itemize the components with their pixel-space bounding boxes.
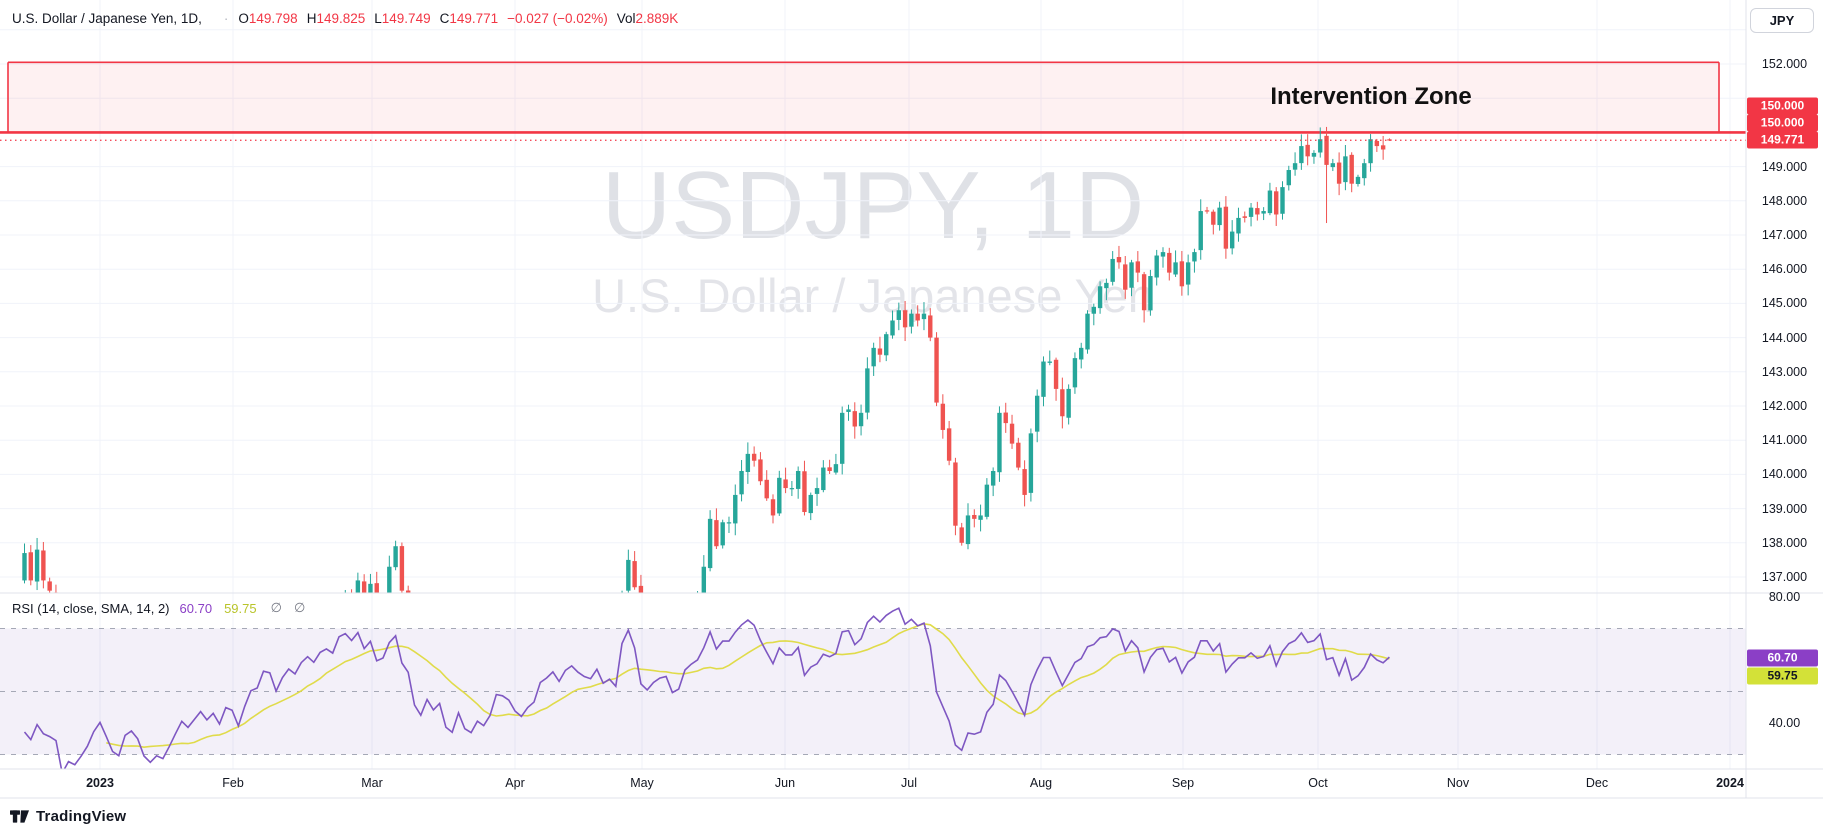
- price-change: −0.027 (−0.02%): [507, 11, 608, 26]
- time-axis-label: Nov: [1446, 776, 1470, 790]
- price-tick: 138.000: [1761, 535, 1808, 550]
- rsi-value-badge: 60.70: [1747, 649, 1818, 667]
- price-tick: 143.000: [1761, 364, 1808, 379]
- last-price-badge: 149.771: [1747, 131, 1818, 149]
- time-axis-label: 2024: [1716, 776, 1744, 790]
- gridlines: [0, 0, 1746, 769]
- price-tick: 144.000: [1761, 330, 1808, 345]
- price-tick: 149.000: [1761, 159, 1808, 174]
- price-tick: 147.000: [1761, 228, 1808, 242]
- rsi-value: 60.70: [179, 600, 213, 616]
- footer: TradingView: [10, 808, 126, 825]
- ohlc-open: O149.798: [238, 11, 298, 26]
- price-badge-150: 150.000: [1747, 97, 1818, 115]
- rsi-line: [23, 607, 1390, 769]
- time-axis-label: Feb: [222, 776, 244, 790]
- price-tick: 141.000: [1761, 433, 1808, 448]
- intervention-zone[interactable]: [7, 61, 1720, 133]
- time-axis-label: Sep: [1171, 776, 1195, 790]
- tradingview-brand-text[interactable]: TradingView: [36, 808, 127, 825]
- ohlc-close: C149.771: [439, 11, 499, 26]
- intervention-zone-label[interactable]: Intervention Zone: [1270, 83, 1472, 110]
- time-axis-label: Jun: [774, 776, 796, 790]
- candlestick-series: [22, 126, 1392, 593]
- tradingview-logo-icon[interactable]: [10, 810, 29, 823]
- rsi-indicator-legend: RSI (14, close, SMA, 14, 2) 60.70 59.75 …: [12, 600, 317, 616]
- time-axis-label: Apr: [505, 776, 525, 790]
- price-tick: 152.000: [1761, 57, 1808, 71]
- price-tick: 145.000: [1761, 296, 1808, 311]
- time-axis-label: Jul: [901, 776, 917, 790]
- time-axis-label: Oct: [1308, 776, 1328, 790]
- rsi-plot: [23, 607, 1390, 769]
- price-badge-150: 150.000: [1747, 114, 1818, 132]
- ohlc-high: H149.825: [306, 11, 366, 26]
- volume: Vol2.889K: [616, 11, 679, 26]
- time-axis-label: Mar: [361, 776, 383, 790]
- rsi-tick: 40.00: [1768, 716, 1801, 730]
- rsi-hide-icon[interactable]: ∅: [270, 600, 282, 615]
- ohlc-low: L149.749: [374, 11, 431, 26]
- rsi-sma-line: [106, 622, 1390, 749]
- time-axis-label: Aug: [1029, 776, 1053, 790]
- rsi-sma-value: 59.75: [224, 600, 257, 616]
- rsi-tick: 80.00: [1768, 590, 1801, 604]
- symbol-title[interactable]: U.S. Dollar / Japanese Yen, 1D,: [12, 11, 202, 26]
- time-axis-label: Dec: [1585, 776, 1609, 790]
- time-axis-label: May: [630, 776, 654, 790]
- time-axis-label: 2023: [86, 776, 114, 790]
- legend-separator-dot: ·: [223, 11, 229, 26]
- currency-unit-button[interactable]: JPY: [1750, 8, 1814, 33]
- price-tick: 139.000: [1761, 501, 1808, 516]
- price-tick: 148.000: [1761, 193, 1808, 208]
- rsi-indicator-title[interactable]: RSI (14, close, SMA, 14, 2): [12, 600, 170, 616]
- price-tick: 142.000: [1761, 399, 1808, 413]
- rsi-settings-icon[interactable]: ∅: [293, 600, 306, 615]
- price-tick: 140.000: [1761, 467, 1808, 482]
- rsi-sma-badge: 59.75: [1747, 667, 1818, 685]
- price-tick: 146.000: [1761, 262, 1808, 277]
- price-tick: 137.000: [1761, 570, 1808, 584]
- symbol-legend: U.S. Dollar / Japanese Yen, 1D, · O149.7…: [12, 11, 687, 26]
